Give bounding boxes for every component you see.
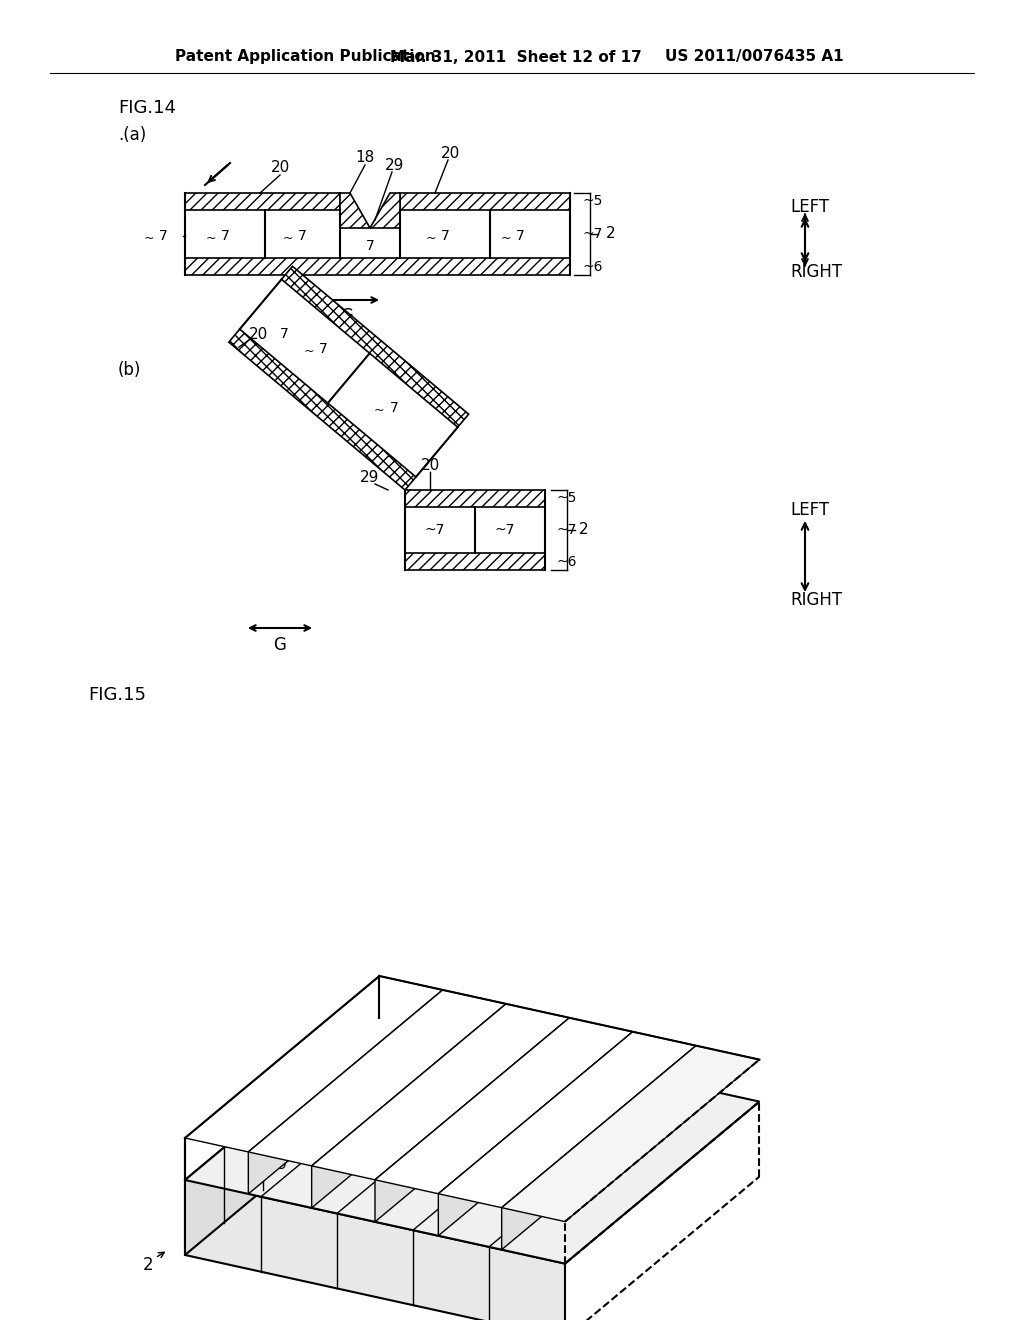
Polygon shape: [185, 1180, 565, 1320]
Text: 18: 18: [355, 150, 375, 165]
Text: 29: 29: [593, 1068, 610, 1082]
Text: ~: ~: [426, 231, 436, 244]
Text: ~7: ~7: [583, 227, 603, 242]
Polygon shape: [282, 267, 469, 428]
Text: 20: 20: [421, 458, 439, 473]
Text: 7: 7: [366, 239, 375, 253]
Polygon shape: [490, 210, 570, 257]
Polygon shape: [185, 1018, 760, 1263]
Text: ~7: ~7: [425, 523, 445, 537]
Polygon shape: [311, 1005, 506, 1208]
Polygon shape: [185, 193, 340, 210]
Text: 29: 29: [454, 1137, 471, 1151]
Polygon shape: [502, 1045, 696, 1250]
Polygon shape: [400, 193, 570, 210]
Text: 29: 29: [360, 470, 380, 484]
Text: 20: 20: [270, 161, 290, 176]
Polygon shape: [340, 228, 400, 257]
Text: ~7: ~7: [556, 523, 577, 537]
Polygon shape: [406, 490, 545, 507]
Polygon shape: [340, 193, 370, 228]
Polygon shape: [438, 1032, 633, 1236]
Text: ~: ~: [206, 231, 216, 244]
Text: LEFT: LEFT: [790, 198, 829, 216]
Text: .(a): .(a): [118, 125, 146, 144]
Text: 20: 20: [300, 1125, 317, 1139]
Text: ~: ~: [501, 231, 511, 244]
Text: 29: 29: [317, 1117, 335, 1131]
Polygon shape: [185, 1018, 380, 1255]
Polygon shape: [438, 1032, 696, 1208]
Text: 29: 29: [268, 1158, 287, 1172]
Text: 20: 20: [249, 326, 268, 342]
Text: 7: 7: [159, 228, 167, 243]
Text: 2: 2: [142, 1257, 154, 1274]
Text: 20: 20: [417, 1027, 434, 1041]
Text: ~6: ~6: [583, 260, 603, 275]
Text: ~6: ~6: [556, 554, 577, 569]
Polygon shape: [370, 193, 400, 228]
Text: 20: 20: [440, 145, 460, 161]
Text: 20: 20: [238, 1110, 255, 1125]
Text: 20: 20: [422, 1090, 439, 1104]
Text: 7: 7: [281, 327, 289, 341]
Text: 29: 29: [361, 1147, 379, 1162]
Polygon shape: [406, 507, 545, 553]
Text: RIGHT: RIGHT: [790, 591, 842, 609]
Text: RIGHT: RIGHT: [790, 263, 842, 281]
Text: 7: 7: [220, 228, 229, 243]
Text: 20: 20: [485, 1104, 503, 1118]
Text: G: G: [341, 308, 353, 325]
Polygon shape: [249, 990, 442, 1193]
Text: 7: 7: [389, 401, 398, 414]
Text: FIG.14: FIG.14: [118, 99, 176, 117]
Text: G: G: [273, 636, 287, 653]
Text: 20: 20: [358, 1076, 376, 1090]
Polygon shape: [249, 990, 506, 1166]
Text: ~: ~: [303, 345, 313, 358]
Text: 7: 7: [440, 228, 450, 243]
Polygon shape: [406, 553, 545, 570]
Polygon shape: [185, 975, 442, 1152]
Text: ~5: ~5: [583, 194, 603, 209]
Polygon shape: [311, 1005, 569, 1180]
Text: FIG.15: FIG.15: [88, 686, 146, 704]
Text: ~7: ~7: [495, 523, 515, 537]
Polygon shape: [185, 210, 265, 257]
Text: ~: ~: [283, 231, 293, 244]
Text: 20: 20: [353, 1014, 372, 1027]
Text: (b): (b): [118, 360, 141, 379]
Text: US 2011/0076435 A1: US 2011/0076435 A1: [665, 49, 844, 65]
Polygon shape: [265, 210, 340, 257]
Text: ~5: ~5: [556, 491, 577, 506]
Text: ~: ~: [143, 231, 155, 244]
Text: 7: 7: [516, 228, 524, 243]
Text: 7: 7: [298, 228, 306, 243]
Polygon shape: [375, 1018, 569, 1222]
Text: 29: 29: [366, 1077, 384, 1090]
Polygon shape: [185, 257, 570, 275]
Polygon shape: [400, 210, 490, 257]
Polygon shape: [228, 329, 416, 490]
Text: Patent Application Publication: Patent Application Publication: [175, 49, 436, 65]
Text: 29: 29: [385, 157, 404, 173]
Text: 2: 2: [606, 227, 615, 242]
Text: 29: 29: [410, 1106, 427, 1121]
Text: LEFT: LEFT: [790, 502, 829, 519]
Polygon shape: [375, 1018, 633, 1193]
Text: Mar. 31, 2011  Sheet 12 of 17: Mar. 31, 2011 Sheet 12 of 17: [390, 49, 642, 65]
Text: ~: ~: [374, 404, 384, 417]
Polygon shape: [502, 1045, 760, 1221]
Text: 20: 20: [295, 1063, 313, 1076]
Text: 7: 7: [319, 342, 328, 355]
Text: 2: 2: [579, 523, 589, 537]
